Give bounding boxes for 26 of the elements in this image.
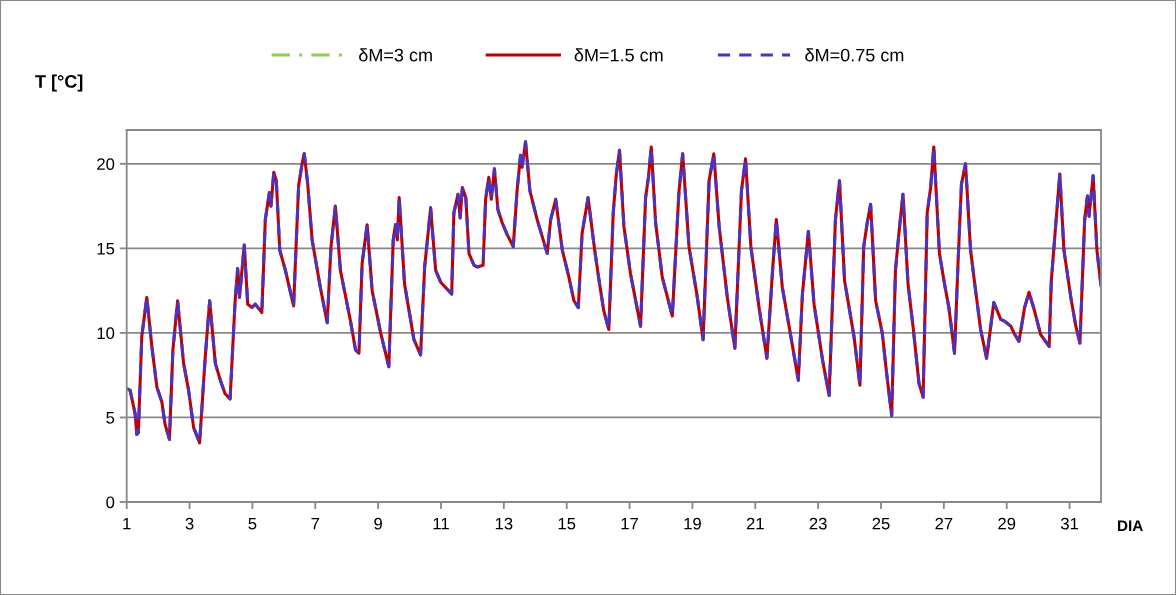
legend-label: δM=3 cm (359, 48, 432, 62)
x-tick-label: 5 (248, 517, 257, 530)
x-tick-label: 21 (746, 517, 764, 530)
x-tick-label: 31 (1060, 517, 1079, 530)
y-tick-label: 0 (106, 496, 115, 509)
x-tick-label: 7 (311, 517, 320, 530)
x-tick-label: 13 (495, 517, 513, 530)
x-tick-label: 9 (374, 517, 382, 530)
y-tick-label: 15 (97, 242, 115, 255)
x-tick-label: 17 (621, 517, 638, 530)
x-tick-label: 3 (185, 517, 194, 530)
x-tick-label: 15 (558, 517, 576, 530)
x-tick-label: 23 (809, 517, 827, 530)
y-axis-title: T [°C] (35, 74, 83, 92)
x-axis-title: DIA (1118, 520, 1143, 531)
x-tick-label: 25 (872, 517, 890, 530)
x-tick-label: 29 (998, 517, 1016, 530)
x-tick-label: 1 (123, 517, 131, 530)
x-tick-label: 27 (935, 517, 953, 530)
y-tick-label: 10 (97, 327, 115, 340)
legend-label: δM=0.75 cm (805, 48, 904, 62)
y-tick-label: 5 (106, 412, 115, 424)
x-tick-label: 19 (684, 517, 701, 530)
y-tick-label: 20 (97, 158, 115, 171)
x-tick-label: 11 (433, 517, 449, 530)
legend-label: δM=1.5 cm (574, 48, 663, 62)
